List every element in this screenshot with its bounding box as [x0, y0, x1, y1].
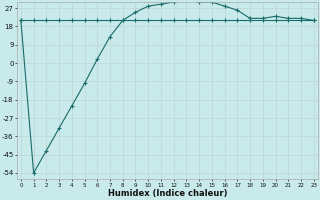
X-axis label: Humidex (Indice chaleur): Humidex (Indice chaleur) — [108, 189, 227, 198]
